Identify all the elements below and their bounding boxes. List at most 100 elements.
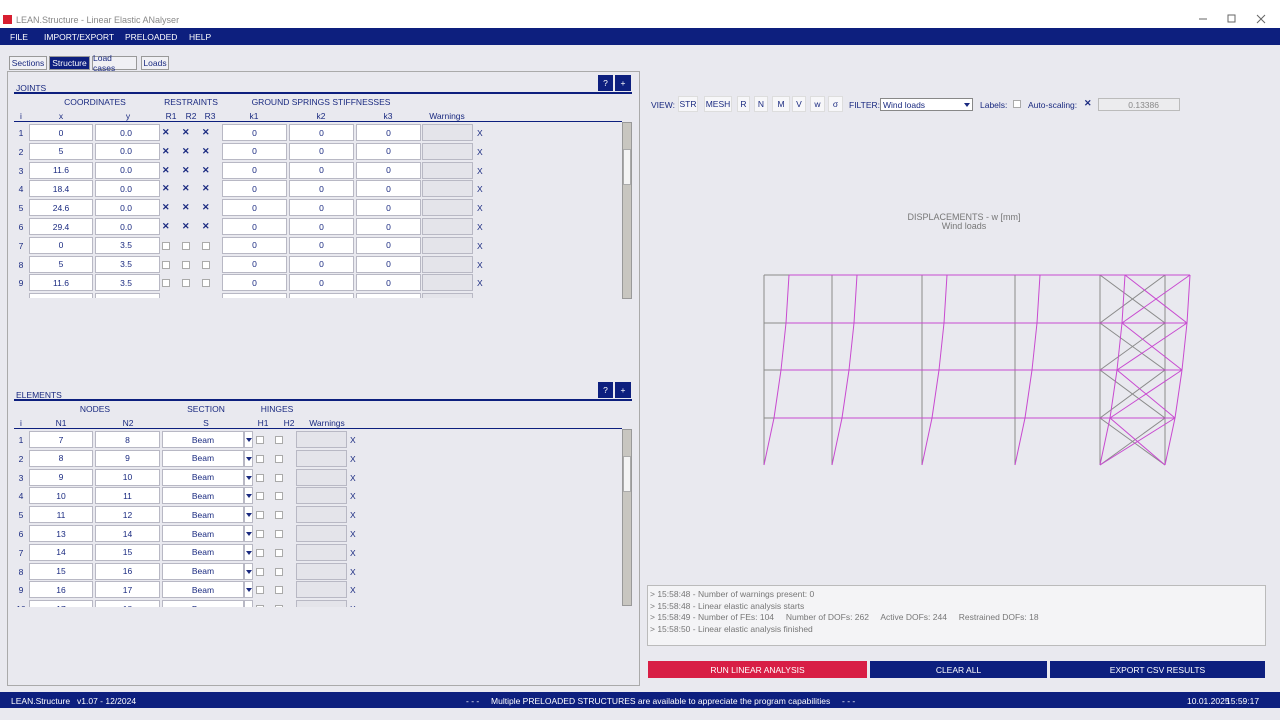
dropdown-arrow[interactable]: [246, 456, 252, 461]
x-input[interactable]: 11.6: [29, 161, 93, 179]
hinge-checkbox[interactable]: [275, 567, 283, 576]
delete-button[interactable]: X: [477, 146, 483, 157]
restraint-checkbox[interactable]: [182, 127, 190, 138]
restraint-checkbox[interactable]: [162, 260, 170, 269]
spring-input[interactable]: 0: [222, 218, 287, 235]
n1-input[interactable]: 9: [29, 468, 93, 486]
spring-input[interactable]: 0: [289, 161, 354, 179]
spring-input[interactable]: 0: [289, 293, 354, 298]
delete-button[interactable]: X: [350, 585, 356, 596]
hinge-checkbox[interactable]: [275, 530, 283, 538]
n2-input[interactable]: 14: [95, 525, 160, 542]
restraint-checkbox[interactable]: [202, 279, 210, 288]
view-button[interactable]: σ: [828, 96, 843, 112]
section-select[interactable]: Beam: [162, 562, 244, 580]
section-select[interactable]: Beam: [162, 581, 244, 599]
dropdown-arrow[interactable]: [246, 532, 252, 536]
x-input[interactable]: 29.4: [29, 218, 93, 235]
spring-input[interactable]: 0: [356, 236, 421, 254]
action-button[interactable]: CLEAR ALL: [870, 661, 1047, 678]
delete-button[interactable]: X: [477, 240, 483, 251]
section-select[interactable]: Beam: [162, 431, 244, 448]
spring-input[interactable]: 0: [222, 142, 287, 160]
n1-input[interactable]: 13: [29, 525, 93, 542]
restraint-checkbox[interactable]: [162, 279, 170, 288]
section-select[interactable]: Beam: [162, 506, 244, 524]
delete-button[interactable]: X: [477, 165, 483, 176]
hinge-checkbox[interactable]: [256, 586, 264, 595]
restraint-checkbox[interactable]: [162, 241, 170, 250]
dropdown-arrow[interactable]: [246, 588, 252, 593]
restraint-checkbox[interactable]: [162, 127, 170, 138]
add-button[interactable]: +: [615, 382, 631, 398]
delete-button[interactable]: X: [350, 566, 356, 577]
restraint-checkbox[interactable]: [182, 165, 190, 176]
delete-button[interactable]: X: [350, 547, 356, 558]
n2-input[interactable]: 10: [95, 468, 160, 486]
y-input[interactable]: 0.0: [95, 199, 160, 217]
hinge-checkbox[interactable]: [275, 473, 283, 482]
y-input[interactable]: 0.0: [95, 124, 160, 141]
add-button[interactable]: +: [615, 75, 631, 91]
delete-button[interactable]: X: [477, 222, 483, 232]
view-button[interactable]: N: [754, 96, 768, 112]
spring-input[interactable]: 0: [222, 199, 287, 217]
spring-input[interactable]: 0: [222, 274, 287, 292]
spring-input[interactable]: 0: [289, 255, 354, 273]
delete-button[interactable]: X: [477, 203, 483, 214]
hinge-checkbox[interactable]: [275, 548, 283, 557]
hinge-checkbox[interactable]: [275, 511, 283, 520]
spring-input[interactable]: 0: [222, 180, 287, 198]
restraint-checkbox[interactable]: [162, 165, 170, 176]
n1-input[interactable]: 7: [29, 431, 93, 448]
delete-button[interactable]: X: [350, 435, 356, 445]
y-input[interactable]: 3.5: [95, 236, 160, 254]
restraint-checkbox[interactable]: [202, 221, 210, 232]
spring-input[interactable]: 0: [356, 274, 421, 292]
restraint-checkbox[interactable]: [182, 241, 190, 250]
spring-input[interactable]: 0: [289, 199, 354, 217]
delete-button[interactable]: X: [350, 510, 356, 521]
y-input[interactable]: 3.5: [95, 293, 160, 298]
restraint-checkbox[interactable]: [182, 260, 190, 269]
n1-input[interactable]: 10: [29, 487, 93, 505]
scroll-thumb[interactable]: [623, 149, 631, 185]
n2-input[interactable]: 11: [95, 487, 160, 505]
scale-input[interactable]: 0.13386: [1098, 98, 1180, 111]
hinge-checkbox[interactable]: [256, 454, 264, 463]
scrollbar[interactable]: [622, 429, 632, 606]
menu-item[interactable]: HELP: [189, 32, 212, 42]
delete-button[interactable]: X: [477, 184, 483, 195]
delete-button[interactable]: X: [350, 604, 356, 607]
delete-button[interactable]: X: [350, 491, 356, 502]
n1-input[interactable]: 17: [29, 600, 93, 607]
autoscale-checkbox[interactable]: [1084, 98, 1092, 109]
view-button[interactable]: V: [792, 96, 806, 112]
x-input[interactable]: 11.6: [29, 274, 93, 292]
restraint-checkbox[interactable]: [202, 127, 210, 138]
section-select[interactable]: Beam: [162, 487, 244, 505]
hinge-checkbox[interactable]: [256, 548, 264, 557]
section-select[interactable]: Beam: [162, 525, 244, 542]
action-button[interactable]: RUN LINEAR ANALYSIS: [648, 661, 867, 678]
x-input[interactable]: 18.4: [29, 293, 93, 298]
restraint-checkbox[interactable]: [162, 146, 170, 157]
x-input[interactable]: 24.6: [29, 199, 93, 217]
spring-input[interactable]: 0: [356, 161, 421, 179]
restraint-checkbox[interactable]: [202, 146, 210, 157]
hinge-checkbox[interactable]: [256, 530, 264, 538]
labels-checkbox[interactable]: [1013, 100, 1021, 108]
n1-input[interactable]: 16: [29, 581, 93, 599]
delete-button[interactable]: X: [477, 297, 483, 298]
hinge-checkbox[interactable]: [256, 492, 264, 501]
n1-input[interactable]: 15: [29, 562, 93, 580]
filter-select[interactable]: Wind loads: [880, 98, 973, 111]
spring-input[interactable]: 0: [356, 180, 421, 198]
hinge-checkbox[interactable]: [275, 605, 283, 607]
hinge-checkbox[interactable]: [256, 511, 264, 520]
restraint-checkbox[interactable]: [202, 202, 210, 213]
spring-input[interactable]: 0: [222, 124, 287, 141]
n2-input[interactable]: 16: [95, 562, 160, 580]
n2-input[interactable]: 12: [95, 506, 160, 524]
restraint-checkbox[interactable]: [162, 202, 170, 213]
